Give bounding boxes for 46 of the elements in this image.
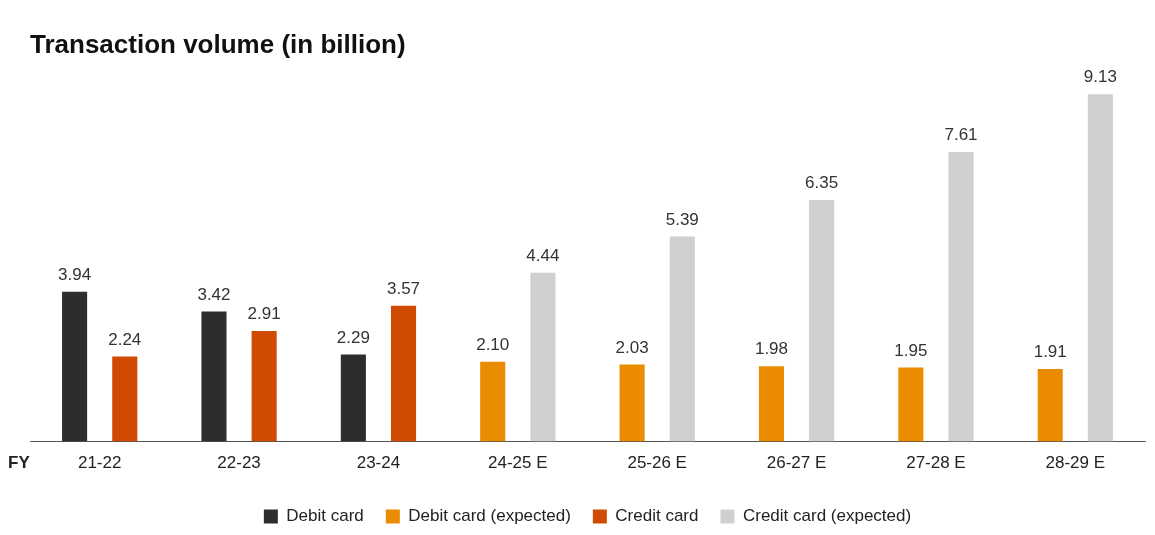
data-label: 2.03 xyxy=(615,337,649,357)
legend-label: Debit card xyxy=(286,506,364,526)
bar xyxy=(390,305,417,442)
data-label: 3.42 xyxy=(197,284,231,304)
data-label: 3.57 xyxy=(386,278,421,298)
data-label: 2.24 xyxy=(108,329,142,349)
x-tick-label: 24-25 E xyxy=(488,453,548,473)
data-label: 1.91 xyxy=(1033,342,1067,362)
bar xyxy=(669,236,695,442)
bar xyxy=(1037,368,1063,442)
bar xyxy=(480,361,506,442)
bar xyxy=(898,367,924,442)
data-label: 9.13 xyxy=(1083,67,1117,87)
x-tick-label: 22-23 xyxy=(217,453,261,473)
data-label: 4.44 xyxy=(526,245,560,265)
x-tick-label: 27-28 E xyxy=(906,453,966,473)
data-label: 6.35 xyxy=(805,173,839,193)
data-label: 2.91 xyxy=(247,304,281,324)
bar xyxy=(62,291,88,442)
legend-label: Credit card (expected) xyxy=(742,506,912,526)
bar xyxy=(619,364,645,442)
bar xyxy=(251,330,277,442)
x-tick-label: 25-26 E xyxy=(627,453,687,473)
x-axis-title: FY xyxy=(8,453,31,473)
data-label: 1.95 xyxy=(894,340,928,360)
data-label: 5.39 xyxy=(665,209,699,229)
bar xyxy=(809,200,835,442)
bar xyxy=(201,311,227,442)
legend-label: Debit card (expected) xyxy=(408,506,571,526)
bar xyxy=(758,366,785,442)
bar xyxy=(948,152,974,442)
x-tick-label: 21-22 xyxy=(77,453,122,473)
data-label: 7.61 xyxy=(944,125,978,145)
legend-label: Credit card xyxy=(615,506,699,526)
bar xyxy=(1087,94,1113,442)
data-label: 2.29 xyxy=(336,327,370,347)
data-label: 3.94 xyxy=(58,264,92,284)
data-label: 2.10 xyxy=(476,334,510,354)
bar xyxy=(340,354,366,442)
x-tick-label: 28-29 E xyxy=(1045,453,1106,473)
x-tick-label: 26-27 E xyxy=(766,453,827,473)
data-label: 1.98 xyxy=(754,339,789,359)
x-tick-label: 23-24 xyxy=(356,453,401,473)
chart-title: Transaction volume (in billion) xyxy=(30,28,406,59)
bar xyxy=(530,272,556,442)
bar xyxy=(112,356,138,442)
